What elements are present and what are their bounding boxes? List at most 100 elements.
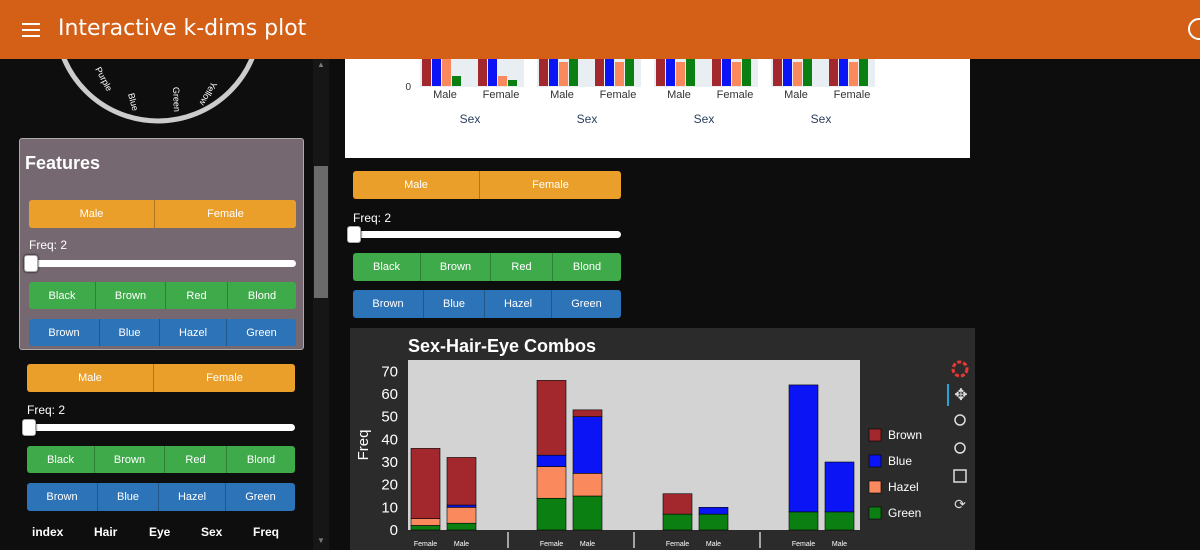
- main-hair-black-button[interactable]: Black: [353, 253, 421, 281]
- top-bar: [452, 76, 461, 86]
- app-title: Interactive k-dims plot: [58, 16, 307, 41]
- main-eye-green-button[interactable]: Green: [571, 298, 602, 310]
- y-tick-label: 30: [381, 454, 398, 471]
- main-freq-handle[interactable]: [347, 226, 361, 243]
- bar-segment-hazel: [410, 518, 441, 526]
- bokeh-logo-icon: [951, 360, 969, 378]
- bar-segment-brown: [572, 409, 603, 417]
- y-tick-label: 20: [381, 477, 398, 494]
- features-hair-brown-button[interactable]: Brown: [96, 282, 166, 309]
- top-bar: [569, 59, 578, 86]
- bar-segment-green: [698, 513, 729, 531]
- wheel-label: Blue: [126, 92, 140, 112]
- sidebar-sex-male-button[interactable]: Male: [27, 364, 154, 392]
- pan-tool-icon: ✥: [954, 385, 967, 404]
- sidebar-hair-blond-button[interactable]: Blond: [246, 453, 276, 466]
- x-tick-label: Male: [832, 541, 847, 548]
- main-hair-brown-button[interactable]: Brown: [421, 253, 491, 281]
- table-header: index Hair Eye Sex Freq: [0, 525, 310, 543]
- features-eye-brown-button[interactable]: Brown: [29, 319, 100, 346]
- sidebar-freq-label: Freq: 2: [27, 403, 66, 417]
- sidebar-eye-brown-button[interactable]: Brown: [27, 483, 98, 511]
- top-bar: [793, 62, 802, 86]
- features-hair-red-button[interactable]: Red: [166, 282, 228, 309]
- features-sex-toggle: Male Female: [29, 200, 296, 228]
- top-xaxis-label: Sex: [460, 112, 481, 126]
- column-hair: Hair: [94, 525, 118, 539]
- features-freq-label: Freq: 2: [29, 238, 68, 252]
- x-tick-label: Male: [580, 541, 595, 548]
- refresh-icon[interactable]: [1188, 18, 1200, 40]
- y-tick-label: 0: [390, 522, 398, 539]
- top-bar: [508, 80, 517, 86]
- top-bar: [803, 59, 812, 86]
- legend-swatch-hazel: [868, 480, 882, 494]
- top-bar: [676, 62, 685, 86]
- top-bar: [839, 59, 848, 86]
- reset-tool-icon: ⟳: [954, 497, 966, 513]
- x-tick-label: Female: [792, 541, 815, 548]
- features-hair-toggle: Black Brown Red Blond: [29, 282, 296, 309]
- sidebar-freq-track[interactable]: [27, 424, 295, 431]
- features-sex-male-button[interactable]: Male: [29, 200, 155, 228]
- main-eye-hazel-button[interactable]: Hazel: [485, 290, 552, 318]
- top-xtick-label: Male: [667, 89, 691, 101]
- features-hair-blond-button[interactable]: Blond: [247, 289, 277, 302]
- sidebar-eye-green-button[interactable]: Green: [245, 491, 276, 503]
- features-eye-hazel-button[interactable]: Hazel: [160, 319, 227, 346]
- bar-segment-hazel: [572, 473, 603, 497]
- bar-segment-blue: [572, 416, 603, 474]
- sidebar-hair-black-button[interactable]: Black: [27, 446, 95, 473]
- bar-segment-green: [662, 513, 693, 531]
- features-freq-handle[interactable]: [24, 255, 38, 272]
- top-ytick-label: 0: [405, 82, 411, 93]
- bar-segment-blue: [536, 454, 567, 467]
- legend-label-green: Green: [888, 506, 921, 520]
- sidebar-hair-brown-button[interactable]: Brown: [95, 446, 165, 473]
- main-sex-female-button[interactable]: Female: [532, 179, 569, 191]
- top-bar: [442, 59, 451, 86]
- menu-icon[interactable]: [22, 23, 40, 37]
- features-eye-green-button[interactable]: Green: [246, 326, 277, 339]
- top-bar: [666, 59, 675, 86]
- main-freq-track[interactable]: [353, 231, 621, 238]
- sidebar: Purple Blue Green Yellow Features Male Fema…: [0, 59, 330, 550]
- main-eye-blue-button[interactable]: Blue: [424, 290, 485, 318]
- features-freq-track[interactable]: [29, 260, 296, 267]
- features-title: Features: [25, 153, 101, 173]
- top-xtick-label: Female: [483, 89, 520, 101]
- sidebar-scrollbar[interactable]: ▲ ▼: [313, 59, 329, 550]
- top-bar: [498, 76, 507, 86]
- top-xtick-label: Male: [550, 89, 574, 101]
- scroll-up-icon[interactable]: ▲: [317, 60, 325, 69]
- features-eye-toggle: Brown Blue Hazel Green: [29, 319, 296, 346]
- main-hair-blond-button[interactable]: Blond: [572, 261, 602, 273]
- main-eye-brown-button[interactable]: Brown: [353, 290, 424, 318]
- sidebar-eye-blue-button[interactable]: Blue: [98, 483, 159, 511]
- sidebar-eye-hazel-button[interactable]: Hazel: [159, 483, 226, 511]
- y-tick-label: 60: [381, 386, 398, 403]
- top-bar: [549, 59, 558, 86]
- bar-segment-brown: [536, 380, 567, 456]
- features-eye-blue-button[interactable]: Blue: [100, 319, 160, 346]
- legend-label-hazel: Hazel: [888, 480, 919, 494]
- features-hair-black-button[interactable]: Black: [29, 282, 96, 309]
- top-xtick-label: Female: [717, 89, 754, 101]
- main-sex-male-button[interactable]: Male: [353, 171, 480, 199]
- x-tick-label: Female: [414, 541, 437, 548]
- sidebar-hair-red-button[interactable]: Red: [165, 446, 227, 473]
- features-sex-female-button[interactable]: Female: [207, 208, 244, 220]
- bar-segment-blue: [824, 461, 855, 513]
- combos-chart-svg: Sex-Hair-Eye Combos 0 10 20 30 40 50 60 70 Freq Fe…: [355, 336, 969, 548]
- column-eye: Eye: [149, 525, 171, 539]
- sidebar-scroll-thumb[interactable]: [314, 166, 328, 298]
- sidebar-sex-female-button[interactable]: Female: [206, 372, 243, 384]
- bar-segment-green: [572, 495, 603, 531]
- sidebar-freq-handle[interactable]: [22, 419, 36, 436]
- main-hair-red-button[interactable]: Red: [491, 253, 553, 281]
- top-xtick-label: Male: [433, 89, 457, 101]
- sidebar-sex-toggle: Male Female: [27, 364, 295, 392]
- scroll-down-icon[interactable]: ▼: [317, 536, 325, 545]
